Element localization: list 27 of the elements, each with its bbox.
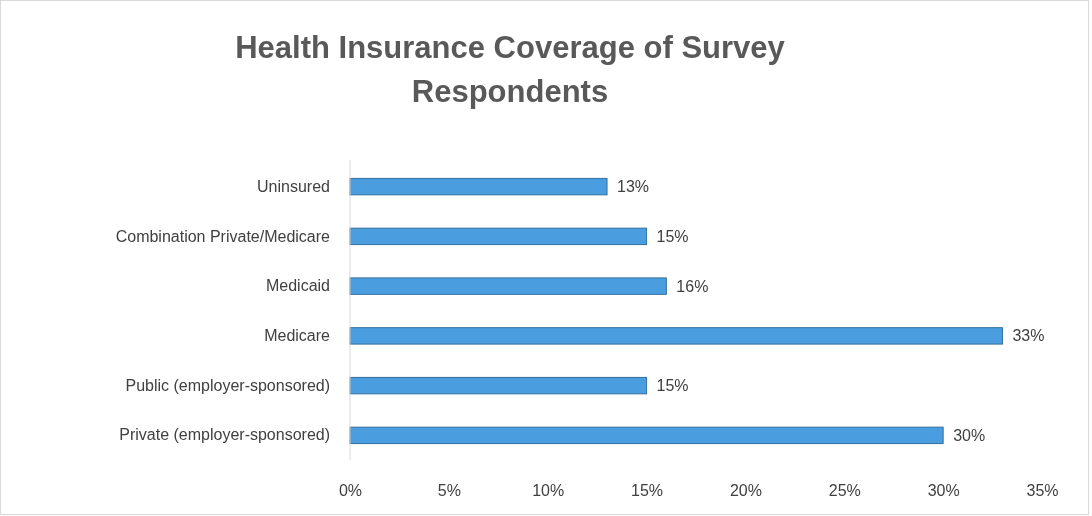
x-tick-label: 20% <box>729 482 762 500</box>
chart-title: Health Insurance Coverage of Survey Respondents <box>235 30 786 109</box>
bar <box>349 426 944 445</box>
x-tick-label: 25% <box>828 482 861 500</box>
y-tick-label: Private (employer-sponsored) <box>119 426 330 444</box>
x-tick-label: 35% <box>1026 482 1059 500</box>
y-tick-label: Combination Private/Medicare <box>115 227 331 245</box>
data-label: 33% <box>1012 327 1045 345</box>
data-label: 15% <box>656 227 689 245</box>
x-tick-label: 30% <box>927 482 960 500</box>
bar <box>349 277 667 295</box>
data-label: 13% <box>617 178 650 196</box>
x-tick-label: 0% <box>338 482 363 500</box>
bar <box>349 376 648 395</box>
bar <box>349 327 1003 345</box>
bar <box>349 227 648 246</box>
x-tick-label: 15% <box>631 482 664 500</box>
x-tick-label: 5% <box>437 482 461 500</box>
data-label: 30% <box>953 426 986 444</box>
y-tick-label: Medicaid <box>265 277 330 295</box>
bar <box>349 177 608 196</box>
y-tick-label: Uninsured <box>257 177 330 195</box>
data-label: 15% <box>656 377 689 395</box>
x-tick-label: 10% <box>532 482 565 500</box>
y-tick-label: Public (employer-sponsored) <box>125 376 330 394</box>
data-label: 16% <box>676 277 709 295</box>
y-tick-label: Medicare <box>264 326 331 344</box>
